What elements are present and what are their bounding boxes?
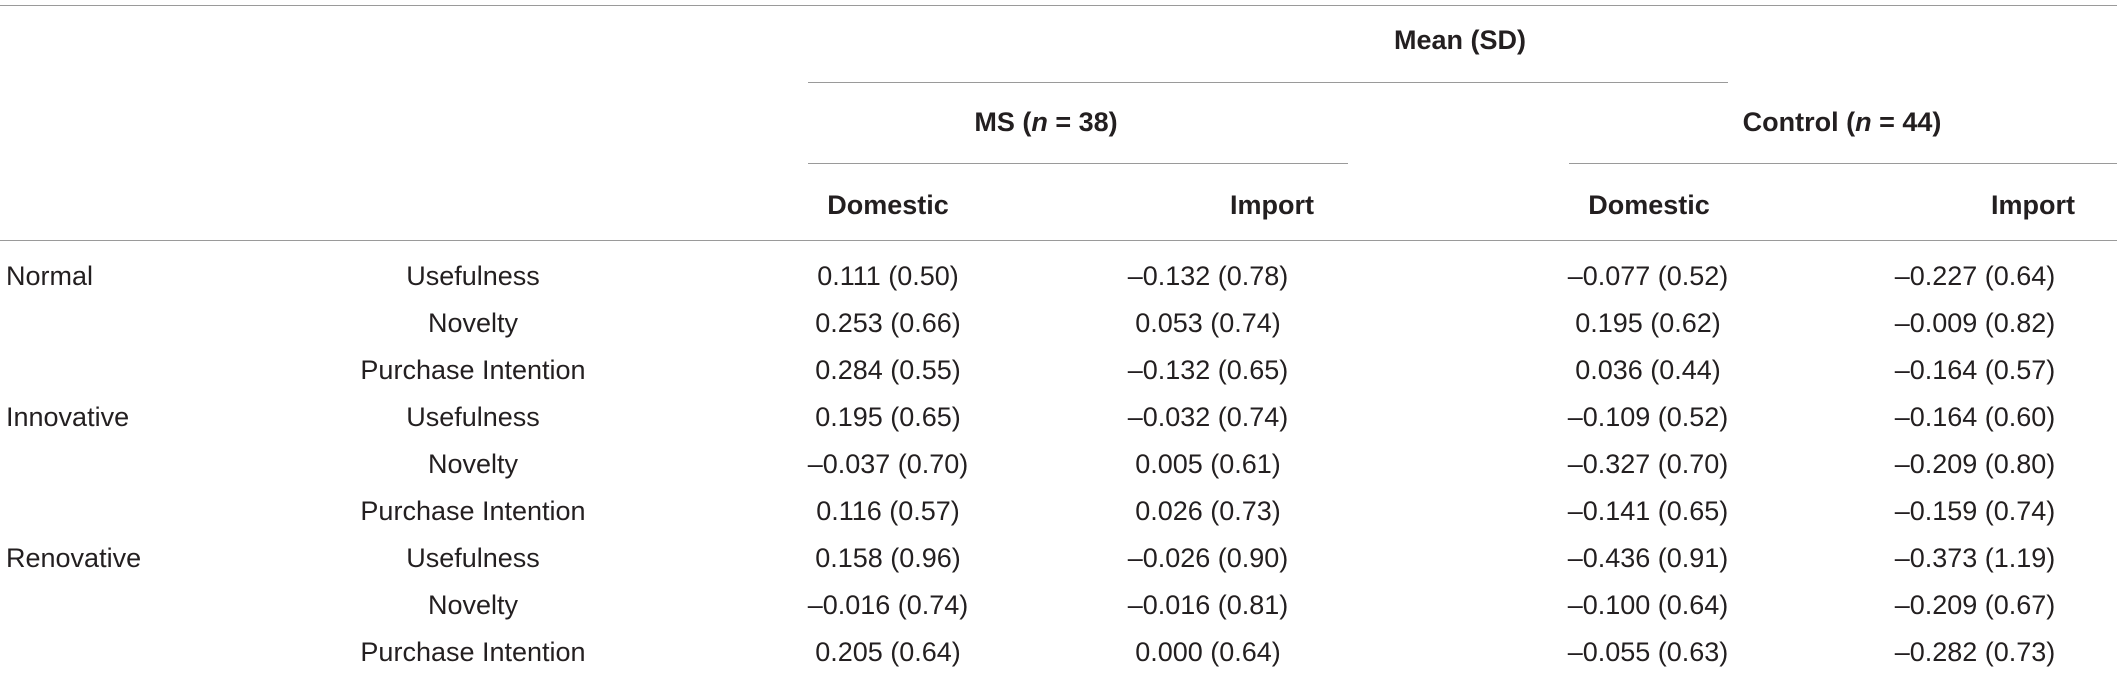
row-category: Innovative (6, 402, 130, 432)
row-measure: Novelty (427, 590, 519, 620)
table-cell: –0.164 (0.60) (1894, 402, 2056, 432)
table-cell: 0.195 (0.65) (815, 402, 961, 432)
spanner-header: Mean (SD) (1393, 25, 1527, 55)
table-cell: –0.209 (0.80) (1894, 449, 2056, 479)
table-cell: –0.327 (0.70) (1567, 449, 1729, 479)
table-cell: –0.132 (0.78) (1127, 261, 1289, 291)
table-cell: –0.132 (0.65) (1127, 355, 1289, 385)
subcolumn-header: Import (1230, 190, 1314, 220)
table-cell: –0.026 (0.90) (1127, 543, 1289, 573)
row-measure: Novelty (427, 308, 519, 338)
row-category: Renovative (6, 543, 142, 573)
row-measure: Usefulness (406, 402, 540, 432)
table-cell: –0.032 (0.74) (1127, 402, 1289, 432)
table-cell: –0.077 (0.52) (1567, 261, 1729, 291)
group-header-ms: MS (n = 38) (974, 107, 1118, 137)
subcolumn-header: Domestic (1588, 190, 1710, 220)
table-cell: –0.009 (0.82) (1894, 308, 2056, 338)
control-group-underline (1569, 163, 2117, 164)
row-measure: Purchase Intention (360, 355, 586, 385)
table-cell: –0.100 (0.64) (1567, 590, 1729, 620)
table-cell: 0.005 (0.61) (1135, 449, 1281, 479)
table-cell: –0.109 (0.52) (1567, 402, 1729, 432)
table-cell: –0.055 (0.63) (1567, 637, 1729, 667)
table-cell: 0.036 (0.44) (1575, 355, 1721, 385)
subcolumn-header: Domestic (827, 190, 949, 220)
table-cell: –0.227 (0.64) (1894, 261, 2056, 291)
table-cell: 0.111 (0.50) (817, 261, 959, 291)
ms-group-underline (808, 163, 1348, 164)
table-cell: 0.284 (0.55) (815, 355, 961, 385)
table-cell: –0.037 (0.70) (807, 449, 969, 479)
row-category: Normal (6, 261, 94, 291)
table-cell: 0.253 (0.66) (815, 308, 961, 338)
top-rule (0, 5, 2117, 6)
table-cell: 0.195 (0.62) (1575, 308, 1721, 338)
table-cell: 0.205 (0.64) (815, 637, 961, 667)
table-cell: –0.209 (0.67) (1894, 590, 2056, 620)
table-cell: –0.016 (0.74) (807, 590, 969, 620)
table-cell: –0.141 (0.65) (1567, 496, 1729, 526)
spanner-underline (808, 82, 1728, 83)
table-cell: 0.116 (0.57) (816, 496, 960, 526)
table-cell: 0.158 (0.96) (815, 543, 961, 573)
table-cell: –0.016 (0.81) (1127, 590, 1289, 620)
header-bottom-rule (0, 240, 2117, 241)
row-measure: Purchase Intention (360, 496, 586, 526)
table-cell: 0.053 (0.74) (1135, 308, 1281, 338)
row-measure: Novelty (427, 449, 519, 479)
row-measure: Purchase Intention (360, 637, 586, 667)
row-measure: Usefulness (406, 261, 540, 291)
table-cell: –0.373 (1.19) (1894, 543, 2056, 573)
row-measure: Usefulness (406, 543, 540, 573)
table-cell: –0.164 (0.57) (1894, 355, 2056, 385)
subcolumn-header: Import (1991, 190, 2075, 220)
table-cell: –0.436 (0.91) (1567, 543, 1729, 573)
table-cell: 0.000 (0.64) (1135, 637, 1281, 667)
table-cell: –0.159 (0.74) (1894, 496, 2056, 526)
table-cell: –0.282 (0.73) (1894, 637, 2056, 667)
table-cell: 0.026 (0.73) (1135, 496, 1281, 526)
group-header-control: Control (n = 44) (1742, 107, 1942, 137)
